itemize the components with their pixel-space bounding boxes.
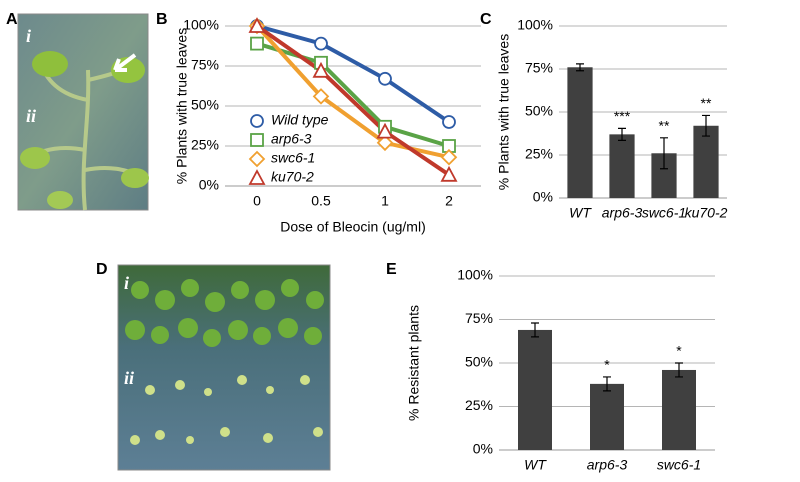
x-tick-label: WT — [524, 457, 547, 473]
leaf — [121, 168, 149, 188]
photo-a: A i ii — [6, 11, 149, 211]
x-tick-label: WT — [569, 205, 592, 221]
y-tick-label: 0% — [533, 189, 553, 205]
inset-label: i — [124, 273, 129, 293]
error-bar — [618, 127, 626, 141]
x-tick-label: swc6-1 — [657, 457, 701, 473]
bar — [590, 383, 624, 450]
y-tick-label: 25% — [465, 397, 493, 413]
arrow — [113, 53, 137, 72]
annotation: * — [604, 357, 610, 373]
y-axis-label: % Resistant plants — [406, 305, 422, 421]
panel-label: E — [386, 261, 397, 278]
marker — [440, 165, 458, 182]
legend-label: arp6-3 — [271, 131, 312, 147]
y-tick-label: 75% — [465, 310, 493, 326]
bar — [609, 134, 635, 198]
annotation: *** — [614, 108, 631, 124]
y-tick-label: 50% — [465, 354, 493, 370]
bar — [662, 369, 696, 450]
legend-marker — [248, 169, 266, 185]
marker — [250, 36, 264, 51]
bar — [567, 67, 593, 198]
y-tick-label: 25% — [191, 137, 219, 153]
seedlings-row-i — [125, 279, 324, 347]
y-tick-label: 25% — [525, 146, 553, 162]
leaf — [47, 191, 73, 209]
x-tick-label: ku70-2 — [685, 205, 728, 221]
legend-label: swc6-1 — [271, 150, 315, 166]
line — [256, 24, 451, 124]
leaf — [20, 147, 50, 169]
legend-label: Wild type — [271, 112, 329, 128]
panel-label: D — [96, 261, 108, 278]
x-tick-label: 0.5 — [311, 193, 331, 209]
inset-label: ii — [124, 368, 134, 388]
line — [256, 41, 450, 148]
error-bar — [660, 137, 668, 170]
error-bar — [576, 63, 584, 72]
y-tick-label: 50% — [525, 103, 553, 119]
marker — [314, 36, 328, 51]
y-axis-label: % Plants with true leaves — [174, 28, 190, 184]
y-tick-label: 100% — [517, 17, 553, 33]
panel-label: B — [156, 11, 168, 28]
panel-label: A — [6, 11, 18, 28]
leaf — [32, 51, 68, 77]
error-bar — [531, 322, 539, 338]
y-axis-label: % Plants with true leaves — [496, 34, 512, 190]
x-tick-label: 1 — [381, 193, 389, 209]
inset-label: i — [26, 26, 31, 46]
marker — [376, 122, 394, 139]
marker — [440, 148, 458, 166]
marker — [376, 134, 394, 152]
bar — [693, 125, 719, 198]
marker — [312, 61, 330, 78]
marker — [378, 71, 392, 86]
marker — [312, 88, 330, 105]
x-tick-label: 2 — [445, 193, 453, 209]
inset-label: ii — [26, 106, 36, 126]
x-tick-label: 0 — [253, 193, 261, 209]
leaf — [111, 57, 145, 83]
panel-label: C — [480, 11, 492, 28]
error-bar — [702, 114, 710, 137]
x-tick-label: arp6-3 — [587, 457, 628, 473]
annotation: ** — [659, 118, 670, 134]
y-tick-label: 0% — [473, 441, 493, 457]
x-tick-label: swc6-1 — [642, 205, 686, 221]
seedlings-row-ii — [130, 375, 323, 445]
legend-marker — [248, 150, 266, 168]
legend-marker — [250, 133, 264, 147]
error-bar — [675, 362, 683, 378]
photo-d: D i ii — [96, 261, 331, 471]
bar — [518, 329, 552, 450]
marker — [442, 115, 456, 129]
y-tick-label: 100% — [183, 17, 219, 33]
y-tick-label: 0% — [199, 177, 219, 193]
line — [255, 24, 451, 177]
marker — [248, 17, 266, 33]
error-bar — [603, 376, 611, 392]
x-tick-label: arp6-3 — [602, 205, 643, 221]
y-tick-label: 100% — [457, 267, 493, 283]
y-tick-label: 75% — [525, 60, 553, 76]
photo-frame — [117, 264, 331, 471]
annotation: ** — [701, 95, 712, 111]
legend-marker — [250, 114, 264, 128]
y-tick-label: 50% — [191, 97, 219, 113]
x-axis-label: Dose of Bleocin (ug/ml) — [280, 219, 426, 235]
line — [255, 24, 450, 160]
y-tick-label: 75% — [191, 57, 219, 73]
annotation: * — [676, 343, 682, 359]
legend-label: ku70-2 — [271, 169, 314, 185]
